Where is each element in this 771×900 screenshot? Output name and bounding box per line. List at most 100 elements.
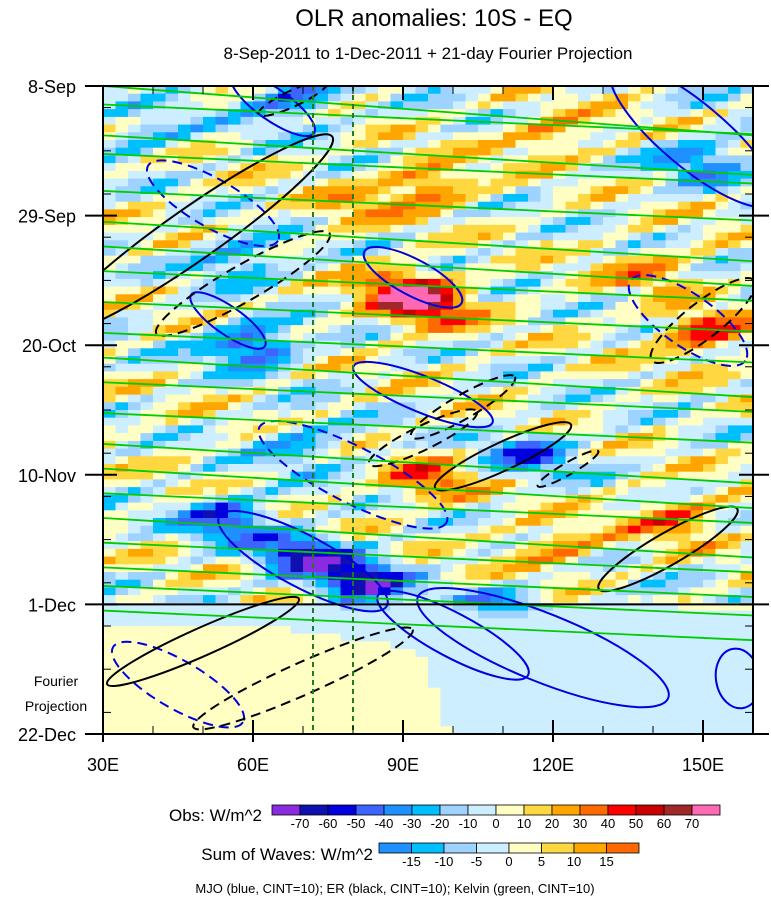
heatmap-cell: [253, 641, 267, 650]
heatmap-cell: [140, 703, 154, 712]
heatmap-cell: [678, 579, 692, 588]
heatmap-cell: [603, 294, 617, 303]
heatmap-cell: [628, 649, 642, 658]
heatmap-cell: [578, 240, 592, 249]
heatmap-cell: [165, 224, 179, 234]
heatmap-cell: [228, 248, 242, 257]
heatmap-cell: [478, 502, 492, 511]
heatmap-cell: [653, 433, 667, 442]
heatmap-cell: [440, 618, 454, 627]
heatmap-cell: [415, 641, 429, 650]
heatmap-cell: [653, 170, 667, 180]
heatmap-cell: [315, 194, 329, 203]
heatmap-cell: [615, 140, 629, 149]
heatmap-cell: [140, 680, 154, 689]
heatmap-cell: [478, 224, 492, 234]
heatmap-cell: [165, 217, 179, 226]
heatmap-cell: [665, 232, 679, 241]
heatmap-cell: [715, 541, 729, 550]
heatmap-cell: [603, 356, 617, 365]
projection-label-line2: Projection: [25, 698, 87, 714]
heatmap-cell: [228, 371, 242, 380]
heatmap-cell: [365, 356, 379, 365]
heatmap-cell: [478, 564, 492, 573]
heatmap-cell: [153, 201, 167, 210]
heatmap-cell: [653, 726, 667, 734]
heatmap-cell: [153, 124, 167, 133]
heatmap-cell: [728, 525, 742, 534]
heatmap-cell: [165, 425, 179, 434]
heatmap-cell: [253, 440, 267, 450]
heatmap-cell: [478, 471, 492, 480]
heatmap-cell: [528, 140, 542, 149]
heatmap-cell: [153, 186, 167, 195]
heatmap-cell: [403, 572, 417, 581]
heatmap-cell: [265, 178, 279, 187]
kelvin-contour: [103, 86, 753, 137]
heatmap-cell: [728, 541, 742, 550]
heatmap-cell: [728, 263, 742, 272]
heatmap-cell: [115, 587, 129, 596]
heatmap-cell: [340, 170, 354, 180]
heatmap-cell: [240, 618, 254, 627]
heatmap-cell: [703, 109, 717, 118]
heatmap-cell: [378, 494, 392, 504]
heatmap-cell: [378, 93, 392, 102]
heatmap-cell: [340, 294, 354, 303]
heatmap-cell: [203, 217, 217, 226]
heatmap-cell: [565, 502, 579, 511]
heatmap-cell: [553, 479, 567, 488]
heatmap-cell: [465, 641, 479, 650]
heatmap-cell: [140, 93, 154, 102]
heatmap-cell: [540, 155, 554, 164]
heatmap-cell: [178, 86, 192, 95]
heatmap-cell: [603, 448, 617, 457]
heatmap-cell: [540, 703, 554, 712]
heatmap-cell: [378, 633, 392, 642]
colorbar-swatch: [411, 842, 445, 854]
heatmap-cell: [715, 718, 729, 727]
heatmap-cell: [178, 618, 192, 627]
heatmap-cell: [615, 687, 629, 696]
heatmap-cell: [265, 464, 279, 473]
heatmap-cell: [253, 402, 267, 411]
heatmap-cell: [190, 132, 204, 141]
heatmap-cell: [128, 201, 142, 210]
heatmap-cell: [165, 340, 179, 349]
heatmap-cell: [540, 325, 554, 334]
heatmap-cell: [165, 124, 179, 133]
heatmap-cell: [378, 641, 392, 650]
heatmap-cell: [378, 695, 392, 704]
heatmap-cell: [128, 170, 142, 180]
heatmap-cell: [565, 610, 579, 619]
heatmap-cell: [590, 440, 604, 450]
heatmap-cell: [490, 286, 504, 295]
heatmap-cell: [153, 194, 167, 203]
heatmap-cell: [540, 410, 554, 419]
heatmap-cell: [403, 456, 417, 465]
heatmap-cell: [628, 170, 642, 180]
heatmap-cell: [265, 271, 279, 280]
heatmap-cell: [603, 425, 617, 434]
heatmap-cell: [103, 579, 117, 588]
heatmap-cell: [678, 710, 692, 720]
heatmap-cell: [178, 348, 192, 357]
heatmap-cell: [453, 248, 467, 257]
heatmap-cell: [428, 194, 442, 203]
heatmap-cell: [615, 155, 629, 164]
heatmap-cell: [690, 440, 704, 450]
heatmap-cell: [190, 541, 204, 550]
heatmap-cell: [253, 271, 267, 280]
heatmap-cell: [253, 464, 267, 473]
heatmap-cell: [453, 533, 467, 542]
heatmap-cell: [440, 101, 454, 110]
heatmap-cell: [478, 494, 492, 504]
heatmap-cell: [253, 147, 267, 156]
heatmap-cell: [290, 494, 304, 504]
heatmap-cell: [540, 201, 554, 210]
heatmap-cell: [515, 86, 529, 95]
heatmap-cell: [528, 217, 542, 226]
heatmap-cell: [628, 386, 642, 396]
heatmap-cell: [303, 194, 317, 203]
kelvin-contour: [103, 301, 753, 333]
